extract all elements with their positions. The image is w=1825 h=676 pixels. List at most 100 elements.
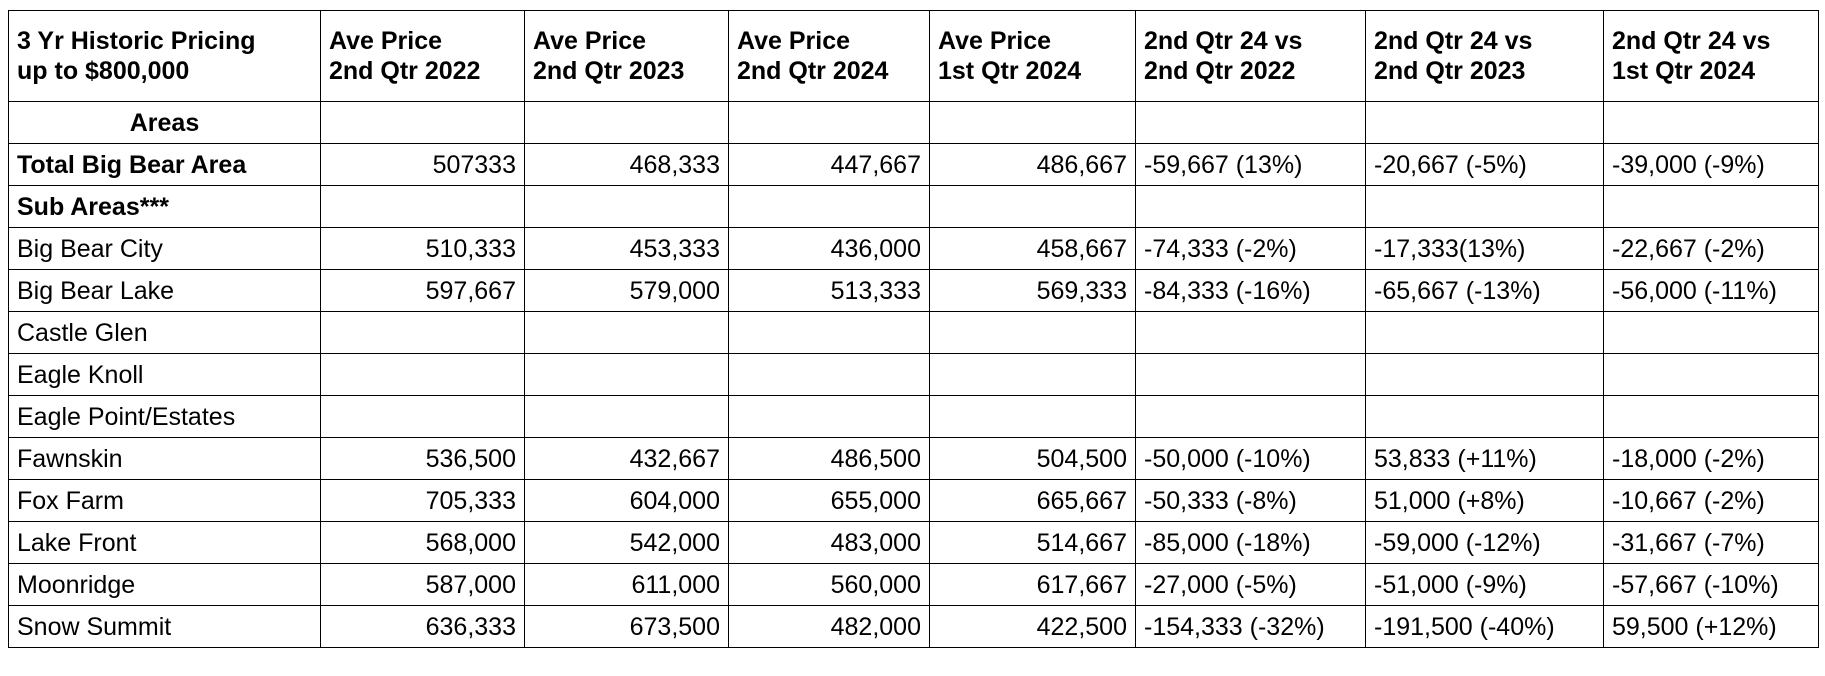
price-cell: 486,667	[929, 143, 1136, 186]
change-cell: -39,000 (-9%)	[1603, 143, 1819, 186]
price-cell: 542,000	[524, 521, 729, 564]
price-cell: 422,500	[929, 605, 1136, 648]
price-cell	[728, 311, 930, 354]
price-cell	[524, 185, 729, 228]
price-cell	[728, 185, 930, 228]
table-row: Big Bear City 510,333 453,333 436,000 458,66…	[8, 227, 1819, 270]
price-cell: 483,000	[728, 521, 930, 564]
price-cell: 536,500	[320, 437, 525, 480]
row-label: Big Bear Lake	[8, 269, 321, 312]
price-cell: 510,333	[320, 227, 525, 270]
price-cell: 568,000	[320, 521, 525, 564]
change-cell: -18,000 (-2%)	[1603, 437, 1819, 480]
table-row: Big Bear Lake 597,667 579,000 513,333 569,33…	[8, 269, 1819, 312]
price-cell: 587,000	[320, 563, 525, 606]
price-cell	[929, 395, 1136, 438]
change-cell	[1603, 185, 1819, 228]
change-cell: 59,500 (+12%)	[1603, 605, 1819, 648]
price-cell: 617,667	[929, 563, 1136, 606]
row-label: Lake Front	[8, 521, 321, 564]
price-cell	[524, 101, 729, 144]
header-cell-vs-q2-2022: 2nd Qtr 24 vs 2nd Qtr 2022	[1135, 10, 1366, 102]
table-row: Fawnskin 536,500 432,667 486,500 504,500 -50,…	[8, 437, 1819, 480]
price-cell: 665,667	[929, 479, 1136, 522]
price-cell	[728, 101, 930, 144]
change-cell: -31,667 (-7%)	[1603, 521, 1819, 564]
change-cell	[1603, 353, 1819, 396]
change-cell: -59,000 (-12%)	[1365, 521, 1604, 564]
price-cell: 655,000	[728, 479, 930, 522]
price-cell	[320, 185, 525, 228]
price-cell	[524, 395, 729, 438]
header-cell-title: 3 Yr Historic Pricing up to $800,000	[8, 10, 321, 102]
change-cell: 51,000 (+8%)	[1365, 479, 1604, 522]
change-cell	[1135, 353, 1366, 396]
table-row: Snow Summit 636,333 673,500 482,000 422,500-…	[8, 605, 1819, 648]
header-cell-q2-2024: Ave Price 2nd Qtr 2024	[728, 10, 930, 102]
change-cell	[1135, 185, 1366, 228]
row-label: Snow Summit	[8, 605, 321, 648]
price-cell: 705,333	[320, 479, 525, 522]
change-cell: -84,333 (-16%)	[1135, 269, 1366, 312]
change-cell	[1365, 311, 1604, 354]
row-label: Total Big Bear Area	[8, 143, 321, 186]
price-cell: 513,333	[728, 269, 930, 312]
table-row: Moonridge 587,000 611,000 560,000 617,667 -27…	[8, 563, 1819, 606]
change-cell: -191,500 (-40%)	[1365, 605, 1604, 648]
table-row: Sub Areas***	[8, 185, 1819, 228]
change-cell: -65,667 (-13%)	[1365, 269, 1604, 312]
change-cell: -50,333 (-8%)	[1135, 479, 1366, 522]
change-cell: -50,000 (-10%)	[1135, 437, 1366, 480]
price-cell: 436,000	[728, 227, 930, 270]
price-cell	[929, 185, 1136, 228]
price-cell: 597,667	[320, 269, 525, 312]
price-cell: 636,333	[320, 605, 525, 648]
row-label: Fox Farm	[8, 479, 321, 522]
header-cell-vs-q2-2023: 2nd Qtr 24 vs 2nd Qtr 2023	[1365, 10, 1604, 102]
change-cell	[1135, 311, 1366, 354]
table-row: Lake Front 568,000 542,000 483,000 514,667 -8…	[8, 521, 1819, 564]
change-cell	[1135, 101, 1366, 144]
price-cell	[524, 353, 729, 396]
table-row: Areas	[8, 101, 1819, 144]
price-cell: 458,667	[929, 227, 1136, 270]
price-cell	[320, 311, 525, 354]
row-label: Eagle Point/Estates	[8, 395, 321, 438]
price-cell	[320, 101, 525, 144]
table-body: Areas Total Big Bear Area 507333 468,333 447…	[8, 101, 1819, 648]
price-cell: 486,500	[728, 437, 930, 480]
price-cell	[728, 395, 930, 438]
row-label: Fawnskin	[8, 437, 321, 480]
change-cell	[1135, 395, 1366, 438]
table-row: Eagle Point/Estates	[8, 395, 1819, 438]
change-cell: -20,667 (-5%)	[1365, 143, 1604, 186]
change-cell	[1365, 353, 1604, 396]
header-row: 3 Yr Historic Pricing up to $800,000 Ave …	[8, 10, 1819, 102]
row-label: Sub Areas***	[8, 185, 321, 228]
price-cell	[929, 101, 1136, 144]
change-cell: -51,000 (-9%)	[1365, 563, 1604, 606]
change-cell	[1365, 101, 1604, 144]
price-cell: 504,500	[929, 437, 1136, 480]
change-cell	[1365, 185, 1604, 228]
price-cell: 482,000	[728, 605, 930, 648]
price-cell: 468,333	[524, 143, 729, 186]
price-cell: 611,000	[524, 563, 729, 606]
header-cell-q1-2024: Ave Price 1st Qtr 2024	[929, 10, 1136, 102]
row-label: Eagle Knoll	[8, 353, 321, 396]
price-cell: 579,000	[524, 269, 729, 312]
change-cell: -57,667 (-10%)	[1603, 563, 1819, 606]
header-cell-vs-q1-2024: 2nd Qtr 24 vs 1st Qtr 2024	[1603, 10, 1819, 102]
table-row: Total Big Bear Area 507333 468,333 447,667 4…	[8, 143, 1819, 186]
change-cell	[1365, 395, 1604, 438]
change-cell: -85,000 (-18%)	[1135, 521, 1366, 564]
price-cell: 673,500	[524, 605, 729, 648]
price-cell	[728, 353, 930, 396]
change-cell: -74,333 (-2%)	[1135, 227, 1366, 270]
price-cell: 604,000	[524, 479, 729, 522]
row-label: Moonridge	[8, 563, 321, 606]
price-cell: 447,667	[728, 143, 930, 186]
table-row: Fox Farm 705,333 604,000 655,000 665,667 -50,…	[8, 479, 1819, 522]
table-row: Eagle Knoll	[8, 353, 1819, 396]
change-cell: -154,333 (-32%)	[1135, 605, 1366, 648]
